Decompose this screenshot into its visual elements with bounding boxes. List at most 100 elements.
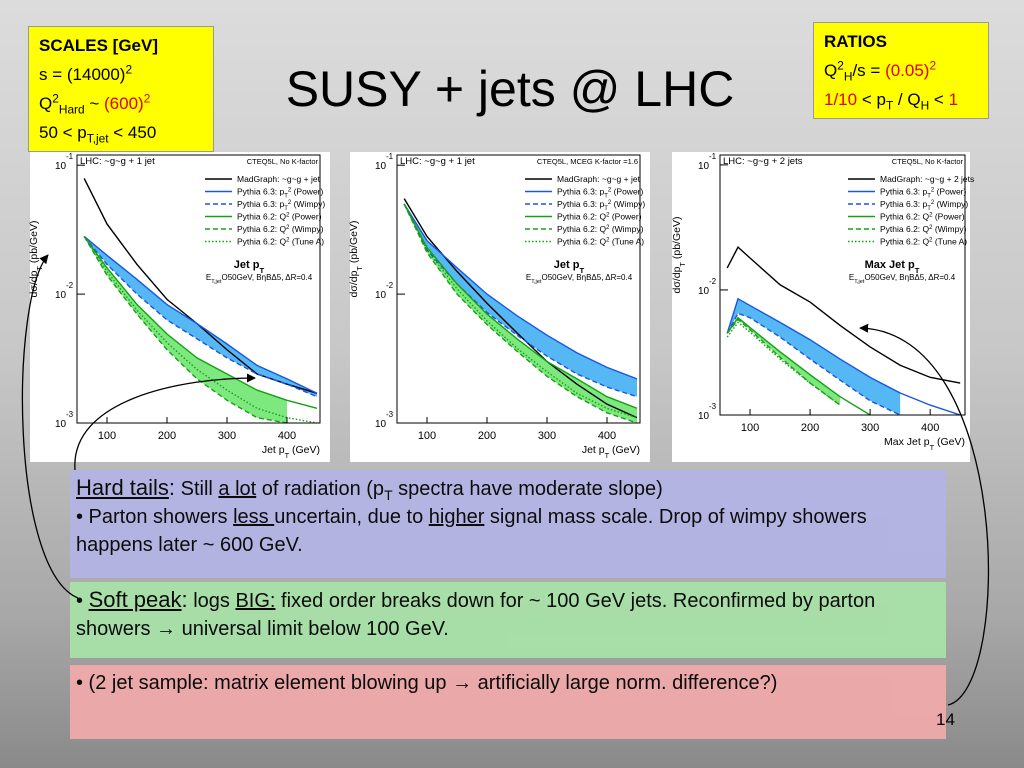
text-run: uncertain, due to — [274, 506, 429, 528]
text-run: Pythia 6.2: Q — [557, 237, 607, 247]
text-run: Pythia 6.2: Q — [880, 224, 930, 234]
text-run: artificially large norm. difference?) — [472, 672, 778, 694]
text-run: 2 — [52, 91, 59, 106]
text-run: 2 — [288, 188, 291, 194]
text-run: 2 — [929, 213, 932, 219]
text-box: Hard tails: Still a lot of radiation (pT… — [70, 470, 946, 578]
y-tick-exponent: -3 — [709, 402, 717, 411]
text-run: 2 — [606, 225, 609, 231]
box-line: s = (14000)2 — [39, 60, 203, 89]
plot-pdf: CTEQ5L, MCEG K-factor =1.6 — [537, 157, 638, 166]
text-run: 2 — [286, 213, 289, 219]
text-run: Pythia 6.2: Q — [237, 237, 287, 247]
uncertainty-band — [84, 236, 287, 423]
legend-label: Pythia 6.2: Q2 (Wimpy) — [237, 224, 324, 234]
text-run: BIG: — [235, 590, 276, 612]
legend-label: Pythia 6.2: Q2 (Tune A) — [557, 237, 644, 247]
text-run: 2 — [606, 213, 609, 219]
text-box: • Soft peak: logs BIG: fixed order break… — [70, 582, 946, 658]
legend-label: Pythia 6.3: pT2 (Power) — [880, 187, 967, 200]
series-line — [403, 203, 638, 424]
text-run: 2 — [837, 58, 844, 73]
text-run: T — [915, 266, 920, 275]
text-run: (GeV) — [934, 436, 965, 448]
x-tick-label: 400 — [598, 430, 616, 442]
text-run: Pythia 6.2: Q — [880, 237, 930, 247]
text-run: → — [156, 618, 177, 640]
series-line — [726, 321, 841, 406]
text-run: 2 — [931, 188, 934, 194]
legend-label: Pythia 6.2: Q2 (Wimpy) — [557, 224, 644, 234]
y-tick-exponent: -3 — [66, 410, 74, 419]
text-run: 50 < p — [39, 123, 87, 142]
text-run: Pythia 6.2: Q — [880, 212, 930, 222]
text-run: 2 — [606, 238, 609, 244]
text-run: → — [452, 672, 473, 694]
text-run: • — [76, 590, 89, 612]
text-run: (Tune A) — [932, 237, 967, 247]
text-run: Max Jet p — [865, 259, 915, 271]
box-line: Q2Hard ~ (600)2 — [39, 89, 203, 118]
plot-pdf: CTEQ5L, No K-factor — [247, 157, 319, 166]
text-run: 2 — [931, 200, 934, 206]
text-run: < — [929, 90, 949, 109]
text-run: (GeV) — [289, 444, 320, 456]
text-run: T — [604, 194, 608, 200]
scales-box: SCALES [GeV] s = (14000)2 Q2Hard ~ (600)2… — [28, 26, 214, 152]
text-run: Hard tails — [76, 475, 169, 500]
text-run: / Q — [893, 90, 921, 109]
ratios-title: RATIOS — [824, 32, 887, 51]
text-run: logs — [187, 590, 236, 612]
text-run: T,jet — [211, 279, 222, 285]
plot-frame — [719, 154, 966, 416]
plot-label: LHC: ~g~g + 1 jet — [400, 156, 475, 167]
text-run: 2 — [288, 200, 291, 206]
text-run: 1/10 — [824, 90, 858, 109]
text-run: T — [604, 206, 608, 212]
uncertainty-band — [404, 204, 637, 423]
text-run: Jet p — [582, 444, 605, 456]
paragraph: • Soft peak: logs BIG: fixed order break… — [76, 586, 940, 643]
text-run: 2 — [608, 200, 611, 206]
text-run: • Parton showers — [76, 506, 234, 528]
text-run: < 450 — [108, 123, 157, 142]
legend-label: MadGraph: ~g~g + jet — [557, 174, 641, 184]
series-line — [403, 203, 638, 419]
y-tick-label: 10 — [55, 290, 67, 301]
text-run: (Wimpy) — [611, 199, 645, 209]
text-run: Pythia 6.2: Q — [237, 212, 287, 222]
y-axis-label: dσ/dpT (pb/GeV) — [348, 221, 364, 298]
text-run: (0.05) — [885, 61, 930, 80]
y-tick-label: 10 — [698, 161, 710, 172]
plot-heading: Jet pT — [234, 259, 265, 275]
y-tick-label: 10 — [55, 419, 67, 430]
text-run: E — [526, 273, 531, 282]
text-run: s = (14000) — [39, 65, 126, 84]
text-run: O50GeV, BηBΔ5, ΔR=0.4 — [541, 273, 632, 282]
text-run: (Power) — [291, 187, 323, 197]
text-run: Pythia 6.3: p — [237, 187, 285, 197]
x-tick-label: 200 — [801, 422, 819, 434]
slide-title: SUSY + jets @ LHC — [285, 61, 735, 117]
text-run: Pythia 6.2: Q — [557, 224, 607, 234]
y-tick-label: 10 — [375, 419, 387, 430]
plot-heading: Max Jet pT — [865, 259, 920, 275]
text-run: spectra have moderate slope) — [392, 478, 663, 500]
box-line: 50 < pT,jet < 450 — [39, 118, 203, 147]
legend-label: MadGraph: ~g~g + jet — [237, 174, 321, 184]
scales-title: SCALES [GeV] — [39, 36, 159, 55]
text-run: T — [259, 266, 264, 275]
text-run: 2 — [929, 225, 932, 231]
text-run: (Wimpy) — [932, 224, 966, 234]
x-tick-label: 400 — [278, 430, 296, 442]
text-run: (Wimpy) — [609, 224, 643, 234]
text-run: 2 — [929, 238, 932, 244]
text-run: 1 — [948, 90, 959, 109]
text-run: (pb/GeV) — [671, 217, 683, 263]
text-run: T,jet — [854, 279, 865, 285]
series-line — [83, 236, 318, 409]
text-run: (Power) — [289, 212, 321, 222]
text-run: Pythia 6.3: p — [557, 199, 605, 209]
